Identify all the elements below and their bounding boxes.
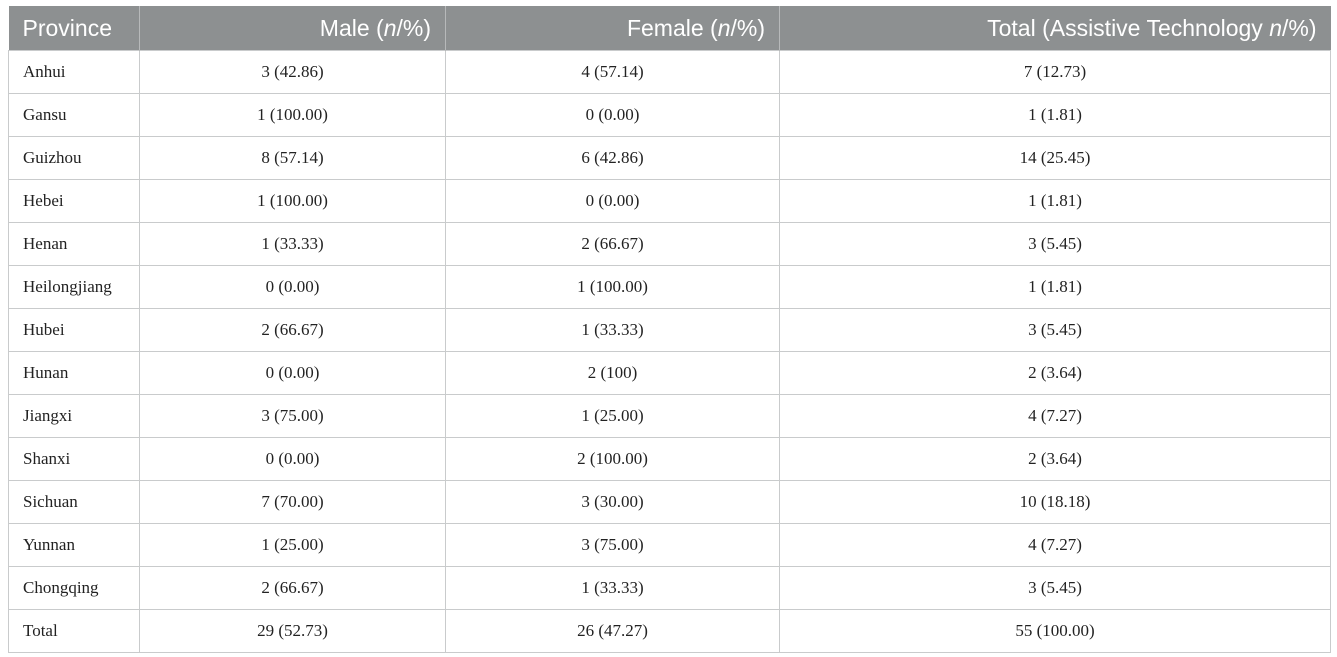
cell-male: 0 (0.00): [139, 437, 446, 481]
table-body: Anhui 3 (42.86) 4 (57.14) 7 (12.73) Gansu 1 (…: [8, 50, 1331, 653]
table-row: Anhui 3 (42.86) 4 (57.14) 7 (12.73): [8, 50, 1331, 94]
cell-province: Yunnan: [8, 523, 140, 567]
cell-male: 1 (33.33): [139, 222, 446, 266]
cell-male: 3 (42.86): [139, 50, 446, 94]
cell-female: 3 (75.00): [445, 523, 780, 567]
cell-female: 1 (33.33): [445, 308, 780, 352]
cell-total: 7 (12.73): [779, 50, 1331, 94]
cell-total: 4 (7.27): [779, 394, 1331, 438]
cell-female: 1 (100.00): [445, 265, 780, 309]
header-total-suffix: /%): [1282, 14, 1317, 41]
cell-female: 2 (66.67): [445, 222, 780, 266]
table-row: Hebei 1 (100.00) 0 (0.00) 1 (1.81): [8, 179, 1331, 223]
cell-province: Heilongjiang: [8, 265, 140, 309]
cell-total: 3 (5.45): [779, 308, 1331, 352]
cell-female: 6 (42.86): [445, 136, 780, 180]
cell-male: 1 (100.00): [139, 179, 446, 223]
cell-total: 2 (3.64): [779, 437, 1331, 481]
table-row: Gansu 1 (100.00) 0 (0.00) 1 (1.81): [8, 93, 1331, 137]
cell-female: 3 (30.00): [445, 480, 780, 524]
cell-total: 2 (3.64): [779, 351, 1331, 395]
cell-province: Anhui: [8, 50, 140, 94]
header-female-n: n: [717, 14, 731, 41]
header-province-label: Province: [22, 14, 112, 41]
cell-total: 1 (1.81): [779, 93, 1331, 137]
table-row: Hunan 0 (0.00) 2 (100) 2 (3.64): [8, 351, 1331, 395]
cell-total: 1 (1.81): [779, 179, 1331, 223]
cell-province: Hebei: [8, 179, 140, 223]
cell-province: Henan: [8, 222, 140, 266]
header-female-prefix: Female (: [626, 14, 718, 41]
table-row: Guizhou 8 (57.14) 6 (42.86) 14 (25.45): [8, 136, 1331, 180]
cell-province: Chongqing: [8, 566, 140, 610]
cell-province: Sichuan: [8, 480, 140, 524]
cell-province: Gansu: [8, 93, 140, 137]
table-row: Shanxi 0 (0.00) 2 (100.00) 2 (3.64): [8, 437, 1331, 481]
province-gender-table: Province Male (n/%) Female (n/%) Total (…: [8, 6, 1331, 653]
table-row: Yunnan 1 (25.00) 3 (75.00) 4 (7.27): [8, 523, 1331, 567]
cell-male: 3 (75.00): [139, 394, 446, 438]
header-male: Male (n/%): [139, 6, 446, 51]
table-row: Heilongjiang 0 (0.00) 1 (100.00) 1 (1.81): [8, 265, 1331, 309]
cell-male: 2 (66.67): [139, 566, 446, 610]
header-total-prefix: Total (Assistive Technology: [987, 14, 1270, 41]
table-row: Chongqing 2 (66.67) 1 (33.33) 3 (5.45): [8, 566, 1331, 610]
table-header: Province Male (n/%) Female (n/%) Total (…: [8, 6, 1331, 51]
cell-female: 4 (57.14): [445, 50, 780, 94]
cell-female: 0 (0.00): [445, 93, 780, 137]
table-row: Henan 1 (33.33) 2 (66.67) 3 (5.45): [8, 222, 1331, 266]
cell-female: 0 (0.00): [445, 179, 780, 223]
cell-female: 1 (33.33): [445, 566, 780, 610]
table-row: Jiangxi 3 (75.00) 1 (25.00) 4 (7.27): [8, 394, 1331, 438]
cell-female: 1 (25.00): [445, 394, 780, 438]
header-province: Province: [8, 6, 140, 51]
cell-total: 3 (5.45): [779, 566, 1331, 610]
cell-male: 7 (70.00): [139, 480, 446, 524]
cell-total: 3 (5.45): [779, 222, 1331, 266]
cell-female: 2 (100): [445, 351, 780, 395]
cell-province: Total: [8, 609, 140, 653]
table-row: Hubei 2 (66.67) 1 (33.33) 3 (5.45): [8, 308, 1331, 352]
table-row: Total 29 (52.73) 26 (47.27) 55 (100.00): [8, 609, 1331, 653]
header-male-prefix: Male (: [319, 14, 384, 41]
cell-female: 26 (47.27): [445, 609, 780, 653]
cell-female: 2 (100.00): [445, 437, 780, 481]
header-male-suffix: /%): [396, 14, 432, 41]
header-male-n: n: [383, 14, 397, 41]
table-row: Sichuan 7 (70.00) 3 (30.00) 10 (18.18): [8, 480, 1331, 524]
cell-total: 10 (18.18): [779, 480, 1331, 524]
cell-province: Guizhou: [8, 136, 140, 180]
cell-male: 0 (0.00): [139, 351, 446, 395]
province-gender-table-container: Province Male (n/%) Female (n/%) Total (…: [8, 6, 1331, 653]
header-female: Female (n/%): [445, 6, 780, 51]
cell-male: 8 (57.14): [139, 136, 446, 180]
header-row: Province Male (n/%) Female (n/%) Total (…: [8, 6, 1331, 51]
cell-male: 0 (0.00): [139, 265, 446, 309]
cell-male: 1 (25.00): [139, 523, 446, 567]
cell-male: 1 (100.00): [139, 93, 446, 137]
cell-male: 2 (66.67): [139, 308, 446, 352]
cell-province: Shanxi: [8, 437, 140, 481]
header-female-suffix: /%): [730, 14, 766, 41]
header-total: Total (Assistive Technology n/%): [779, 6, 1331, 51]
cell-total: 55 (100.00): [779, 609, 1331, 653]
cell-total: 14 (25.45): [779, 136, 1331, 180]
header-total-n: n: [1269, 14, 1282, 41]
cell-total: 1 (1.81): [779, 265, 1331, 309]
cell-total: 4 (7.27): [779, 523, 1331, 567]
cell-province: Hunan: [8, 351, 140, 395]
cell-province: Jiangxi: [8, 394, 140, 438]
cell-male: 29 (52.73): [139, 609, 446, 653]
cell-province: Hubei: [8, 308, 140, 352]
